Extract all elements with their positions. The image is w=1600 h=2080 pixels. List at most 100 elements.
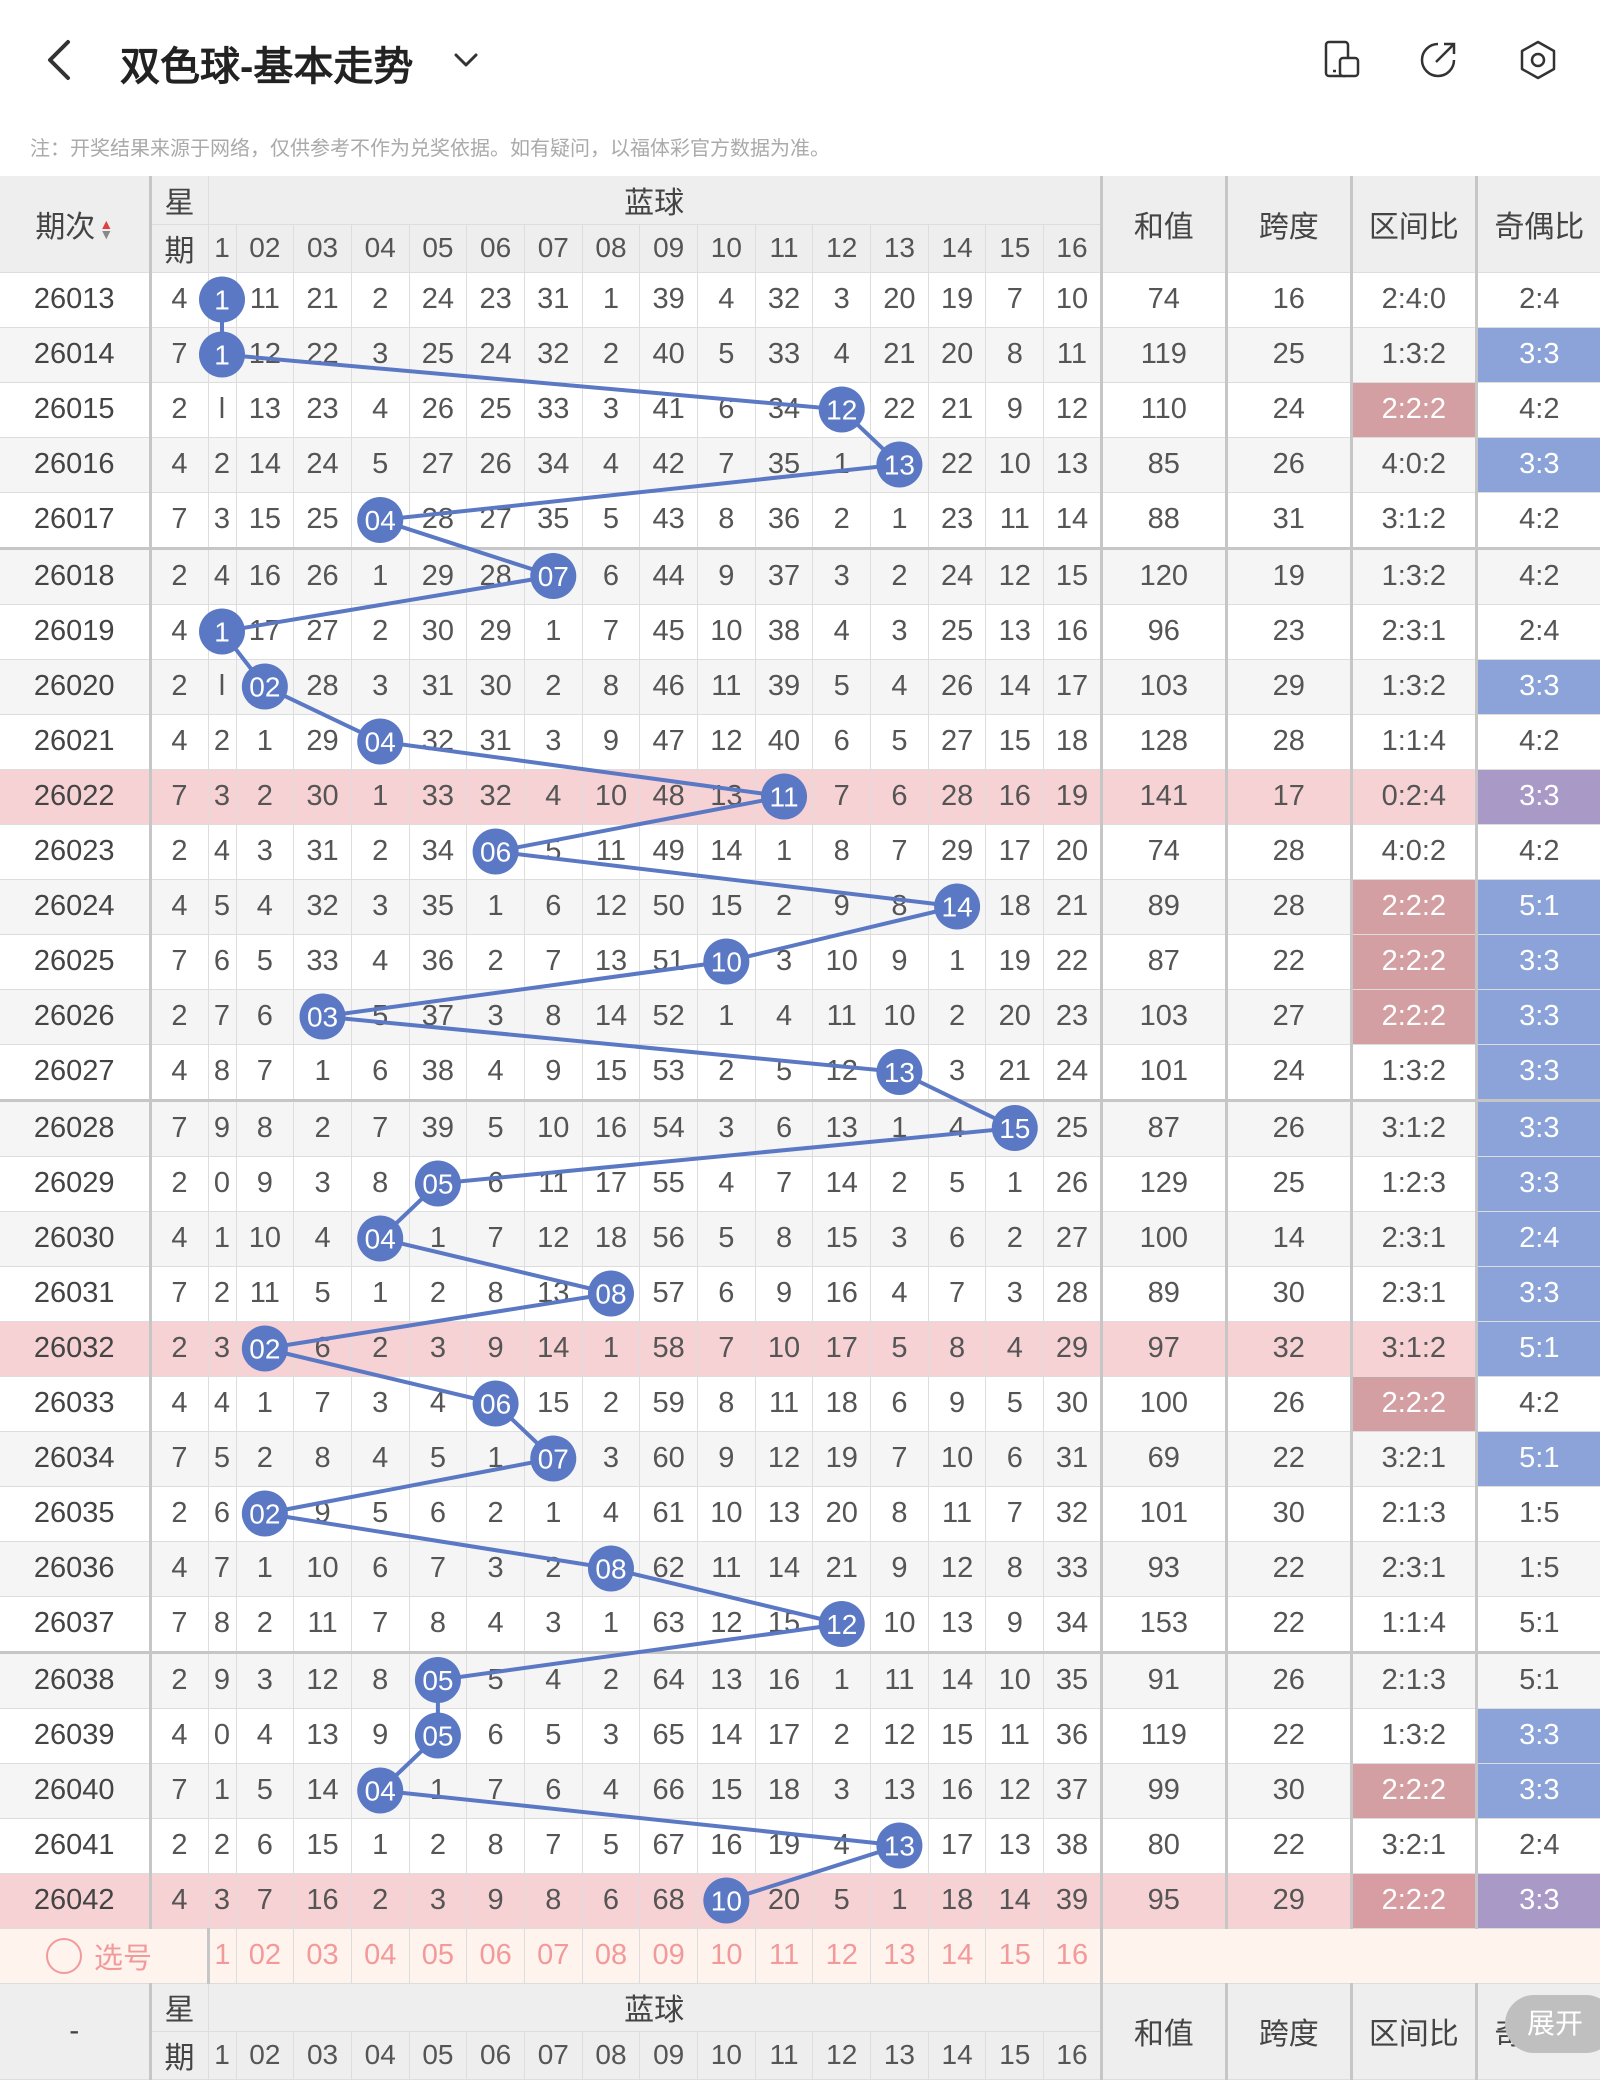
blue-cell: 1	[812, 437, 872, 493]
blue-cell: 12	[697, 1596, 756, 1654]
settings-icon[interactable]	[1518, 40, 1558, 80]
issue-cell: 26042	[0, 1873, 152, 1929]
blue-cell: 12	[870, 1708, 929, 1764]
blue-cell: 3	[351, 659, 410, 715]
back-arrow-icon[interactable]	[40, 30, 80, 90]
zone-ratio-header: 区间比	[1351, 176, 1478, 273]
blue-cell: 21	[870, 327, 929, 383]
week-cell: 7	[150, 327, 209, 383]
table-row: 2601341112122423311394323201971074162:4:…	[0, 272, 1600, 328]
blue-cell: 5	[812, 1873, 872, 1929]
expand-button[interactable]: 展开	[1505, 1995, 1600, 2053]
blue-cell: 9	[208, 1100, 237, 1157]
blue-cell: 13	[697, 769, 756, 825]
device-switch-icon[interactable]	[1322, 40, 1362, 80]
blue-cell: 24	[1043, 1044, 1103, 1102]
select-ball-13[interactable]: 13	[870, 1928, 929, 1984]
select-number-button[interactable]: 选号	[0, 1928, 210, 1984]
select-ball-3[interactable]: 03	[293, 1928, 352, 1984]
chevron-down-icon[interactable]	[448, 42, 484, 78]
blue-cell: 2	[582, 1376, 641, 1432]
table-row: 26030411040417121856581536227100142:3:12…	[0, 1211, 1600, 1267]
blue-cell: 23	[293, 382, 352, 438]
blue-cell: 10	[236, 1211, 295, 1267]
footer-blue-col-3: 03	[293, 2031, 352, 2080]
select-ball-14[interactable]: 14	[928, 1928, 987, 1984]
issue-cell: 26039	[0, 1708, 152, 1764]
blue-cell: 12	[293, 1652, 352, 1709]
blue-cell: 32	[1043, 1486, 1103, 1542]
blue-cell: 9	[351, 1708, 410, 1764]
select-ball-15[interactable]: 15	[985, 1928, 1045, 1984]
blue-cell: 27	[928, 714, 987, 770]
blue-cell: 7	[985, 1486, 1045, 1542]
select-ball-16[interactable]: 16	[1043, 1928, 1103, 1984]
blue-cell: 9	[870, 934, 929, 990]
blue-cell: 13	[870, 437, 929, 493]
select-ball-7[interactable]: 07	[524, 1928, 583, 1984]
select-ball-5[interactable]: 05	[409, 1928, 468, 1984]
select-ball-8[interactable]: 08	[582, 1928, 641, 1984]
blue-cell: 5	[351, 989, 410, 1045]
blue-cell: 25	[293, 492, 352, 550]
blue-cell: 26	[466, 437, 525, 493]
issue-cell: 26038	[0, 1652, 152, 1709]
blue-cell: 39	[755, 659, 814, 715]
blue-cell: 4	[812, 604, 872, 660]
blue-cell: 25	[1043, 1100, 1103, 1157]
blue-cell: 2	[208, 714, 237, 770]
blue-cell: 13	[236, 382, 295, 438]
week-cell: 4	[150, 437, 209, 493]
blue-cell: 21	[293, 272, 352, 328]
blue-cell: 57	[639, 1266, 698, 1322]
blue-cell: 1	[582, 272, 641, 328]
blue-cell: 10	[582, 769, 641, 825]
blue-cell: 62	[639, 1541, 698, 1597]
parity-cell: 3:3	[1476, 989, 1600, 1045]
blue-cell: 8	[812, 824, 872, 880]
blue-cell: 8	[208, 1044, 237, 1102]
parity-cell: 3:3	[1476, 1873, 1600, 1929]
blue-cell: 30	[293, 769, 352, 825]
span-cell: 16	[1226, 272, 1353, 328]
blue-cell: 11	[985, 1708, 1045, 1764]
select-ball-10[interactable]: 10	[697, 1928, 756, 1984]
blue-cell: 68	[639, 1873, 698, 1929]
select-ball-11[interactable]: 11	[755, 1928, 814, 1984]
blue-cell: 31	[293, 824, 352, 880]
select-ball-6[interactable]: 06	[466, 1928, 525, 1984]
blue-cell: 13	[870, 1763, 929, 1819]
blue-cell: 4	[351, 382, 410, 438]
blue-cell: 2	[208, 1818, 237, 1874]
blue-cell: 6	[409, 1486, 468, 1542]
blue-cell: 10	[928, 1431, 987, 1487]
week-cell: 2	[150, 824, 209, 880]
sort-icon[interactable]: ▲ ▼	[99, 215, 114, 242]
blue-cell: 07	[524, 1431, 583, 1487]
blue-col-1: 1	[208, 224, 237, 273]
table-row: 260202l0228331302846113954261417103291:3…	[0, 659, 1600, 715]
blue-cell: 39	[1043, 1873, 1103, 1929]
page-title[interactable]: 双色球-基本走势	[120, 45, 414, 89]
share-icon[interactable]	[1418, 40, 1458, 80]
blue-cell: 1	[236, 1376, 295, 1432]
blue-cell: 32	[293, 879, 352, 935]
blue-cell: 12	[812, 1044, 872, 1102]
parity-cell: 3:3	[1476, 1100, 1600, 1157]
blue-col-7: 07	[524, 224, 583, 273]
blue-cell: 34	[755, 382, 814, 438]
select-ball-12[interactable]: 12	[812, 1928, 872, 1984]
blue-cell: 28	[466, 548, 525, 605]
select-ball-4[interactable]: 04	[351, 1928, 410, 1984]
blue-cell: 1	[697, 989, 756, 1045]
select-ball-1[interactable]: 1	[208, 1928, 237, 1984]
blue-cell: 6	[208, 934, 237, 990]
table-row: 2602879827395101654361314152587263:1:23:…	[0, 1100, 1600, 1157]
span-cell: 22	[1226, 1596, 1353, 1654]
blue-cell: 7	[582, 604, 641, 660]
sum-cell: 91	[1101, 1652, 1228, 1709]
select-ball-2[interactable]: 02	[236, 1928, 295, 1984]
issue-header[interactable]: 期次 ▲ ▼	[0, 176, 152, 273]
select-ball-9[interactable]: 09	[639, 1928, 698, 1984]
